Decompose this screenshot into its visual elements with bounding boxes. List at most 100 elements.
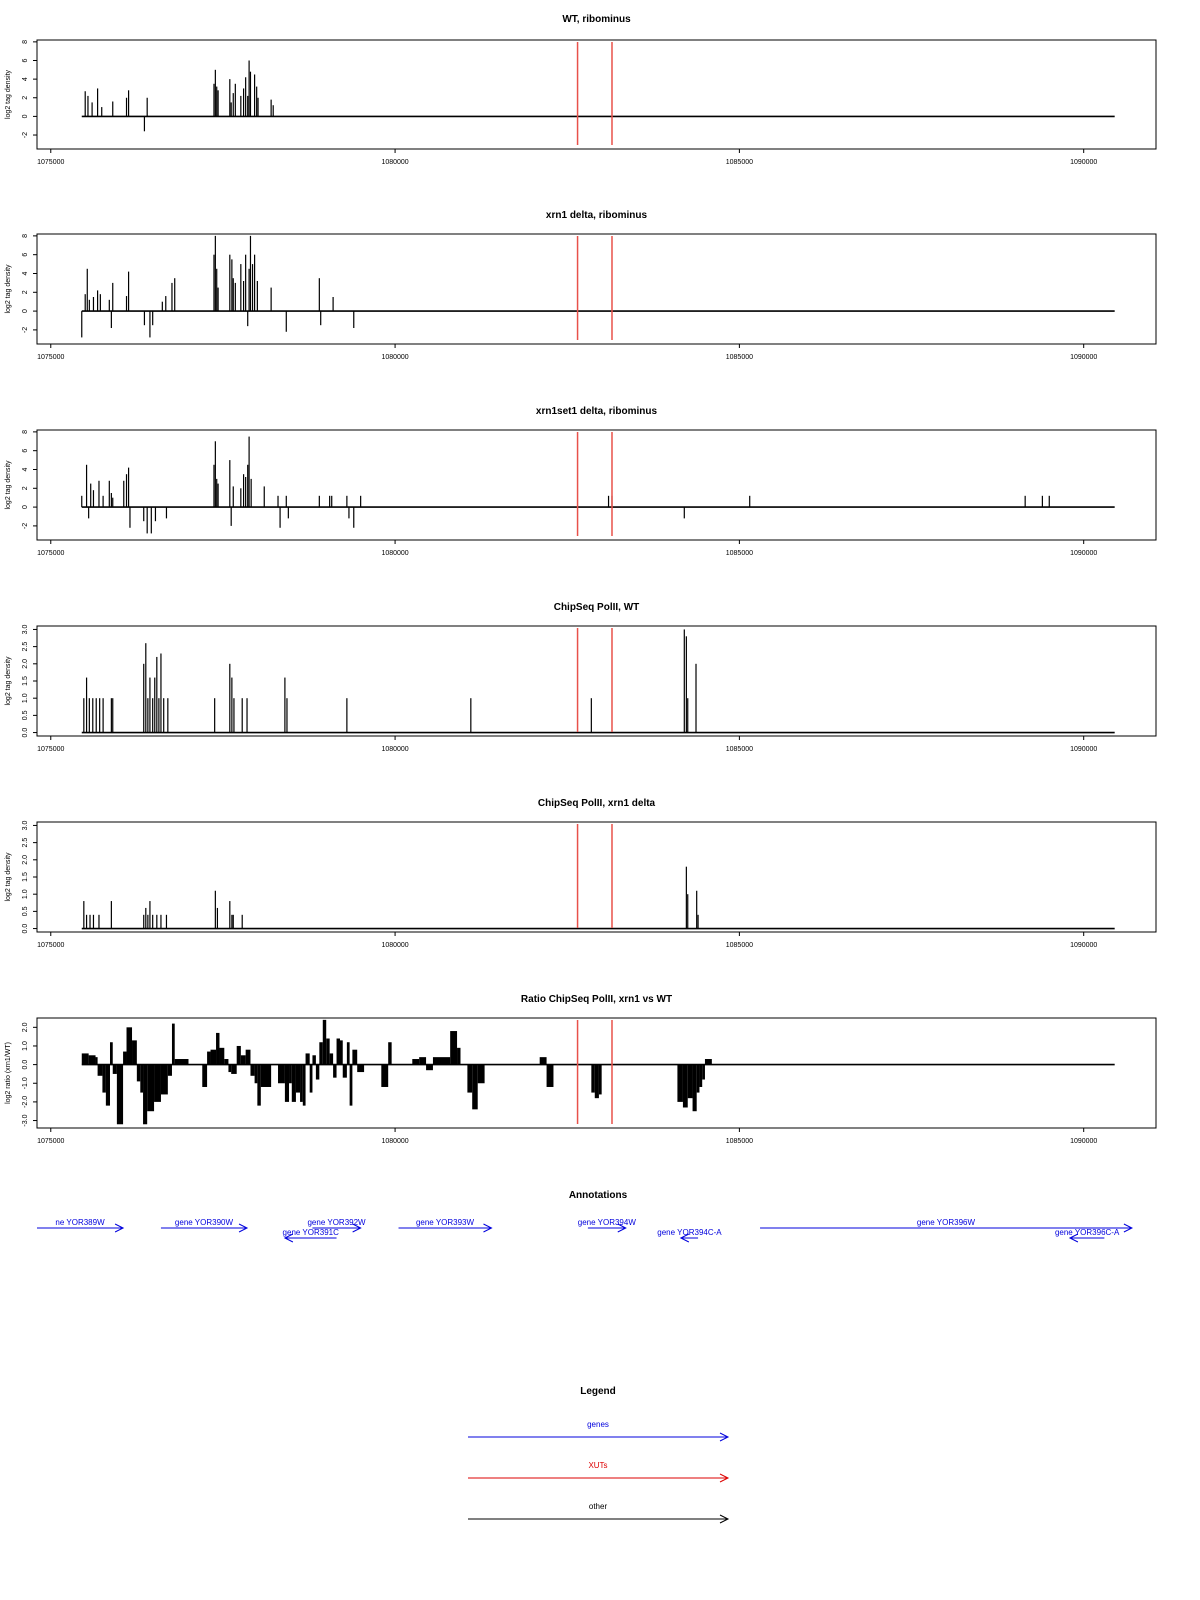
y-tick-label: 8 [22, 234, 29, 238]
annotations-track: Annotations ne YOR389W gene YOR390W gene YO… [37, 1190, 1134, 1243]
gene-arrowhead [483, 1223, 493, 1233]
ratio-segment [202, 1064, 208, 1087]
ratio-segment [295, 1064, 301, 1093]
ratio-segment [257, 1064, 261, 1106]
ratio-segment [450, 1031, 458, 1065]
y-tick-label: 0.5 [22, 710, 29, 720]
ratio-segment [539, 1057, 547, 1065]
y-axis-label: log2 tag density [5, 656, 12, 706]
y-tick-label: 1.5 [22, 872, 29, 882]
x-tick-label: 1080000 [381, 159, 408, 166]
ratio-segment [240, 1055, 246, 1065]
plot-frame [36, 429, 1157, 541]
gene-annotation: gene YOR390W [160, 1218, 249, 1233]
x-tick-label: 1090000 [1070, 746, 1097, 753]
legend-item-gene: genes [468, 1420, 730, 1442]
ratio-segment [546, 1064, 554, 1087]
chart-panel-6: Ratio ChipSeq PolII, xrn1 vs WT log2 rati… [5, 994, 1157, 1145]
plot-frame [36, 233, 1157, 345]
ratio-segment [591, 1064, 595, 1093]
ratio-segment [467, 1064, 473, 1093]
ratio-segment [309, 1064, 313, 1093]
plot-frame [36, 625, 1157, 737]
y-axis-label: log2 ratio (xrn1/WT) [5, 1042, 12, 1104]
ratio-segment [319, 1042, 323, 1065]
ratio-segment [88, 1055, 96, 1065]
ratio-segment [339, 1040, 343, 1065]
y-tick-label: 2.5 [22, 642, 29, 652]
ratio-segment [696, 1064, 700, 1093]
x-tick-label: 1080000 [381, 354, 408, 361]
ratio-segment [329, 1053, 334, 1065]
ratio-segment [167, 1064, 172, 1076]
y-tick-label: 2 [22, 96, 29, 100]
ratio-segment [326, 1038, 330, 1065]
ratio-segment [95, 1057, 98, 1065]
legend: Legend genes XUTs other [468, 1386, 730, 1524]
gene-arrowhead [114, 1223, 125, 1233]
y-tick-label: 4 [22, 271, 29, 275]
y-tick-label: 0 [22, 505, 29, 509]
ratio-segment [112, 1064, 117, 1074]
y-tick-label: 1.0 [22, 693, 29, 703]
y-tick-label: -1.0 [22, 1077, 29, 1089]
ratio-segment [143, 1064, 148, 1125]
ratio-segment [228, 1064, 232, 1073]
gene-label: gene YOR394C-A [657, 1228, 722, 1237]
ratio-segment [250, 1064, 255, 1076]
ratio-segment [352, 1049, 358, 1065]
ratio-segment [349, 1064, 353, 1106]
ratio-segment [102, 1064, 106, 1093]
ratio-segment [116, 1064, 124, 1125]
ratio-segment [105, 1064, 110, 1106]
ratio-segment [109, 1042, 113, 1065]
ratio-segment [171, 1023, 175, 1065]
ratio-segment [147, 1064, 155, 1112]
ratio-segment [412, 1059, 420, 1065]
ratio-segment [426, 1064, 433, 1071]
ratio-segment [305, 1053, 310, 1065]
ratio-segment [419, 1057, 427, 1065]
chart-panel-2: xrn1 delta, ribominus log2 tag density -2 0… [5, 210, 1157, 361]
legend-item-other: other [468, 1502, 730, 1524]
x-tick-label: 1080000 [381, 746, 408, 753]
plot-frame [36, 1017, 1157, 1129]
ratio-segment [154, 1064, 161, 1102]
gene-label: gene YOR390W [175, 1218, 234, 1227]
ratio-segment [346, 1042, 350, 1065]
legend-item-xut: XUTs [468, 1461, 730, 1483]
ratio-segment [472, 1064, 478, 1110]
y-tick-label: -2 [22, 327, 29, 333]
annotations-title: Annotations [569, 1190, 628, 1201]
y-tick-label: 8 [22, 430, 29, 434]
y-tick-label: 1.0 [22, 1041, 29, 1051]
ratio-segment [381, 1064, 389, 1087]
x-tick-label: 1085000 [726, 354, 753, 361]
x-tick-label: 1075000 [37, 1138, 64, 1145]
chart-panel-3: xrn1set1 delta, ribominus log2 tag densit… [5, 406, 1157, 557]
legend-arrowhead [719, 1432, 730, 1442]
gene-annotation: gene YOR396C-A [1055, 1228, 1120, 1243]
ratio-segment [692, 1064, 697, 1112]
y-axis-label: log2 tag density [5, 852, 12, 902]
y-tick-label: 3.0 [22, 624, 29, 634]
gene-annotation: gene YOR393W [398, 1218, 493, 1233]
chart-title: ChipSeq PolII, xrn1 delta [538, 798, 656, 809]
ratio-segment [289, 1064, 292, 1084]
x-tick-label: 1085000 [726, 746, 753, 753]
ratio-segment [699, 1064, 703, 1087]
chart-title: WT, ribominus [562, 14, 631, 25]
y-axis-label: log2 tag density [5, 460, 12, 510]
gene-arrowhead [617, 1223, 627, 1233]
y-tick-label: 0.0 [22, 1060, 29, 1070]
y-tick-label: -3.0 [22, 1114, 29, 1126]
ratio-segment [126, 1027, 133, 1065]
x-tick-label: 1085000 [726, 550, 753, 557]
gene-arrowhead [679, 1233, 690, 1243]
ratio-segment [219, 1047, 225, 1065]
legend-title: Legend [580, 1386, 616, 1397]
legend-arrowhead [719, 1473, 730, 1483]
gene-label: gene YOR396W [917, 1218, 976, 1227]
legend-label: genes [587, 1420, 609, 1429]
